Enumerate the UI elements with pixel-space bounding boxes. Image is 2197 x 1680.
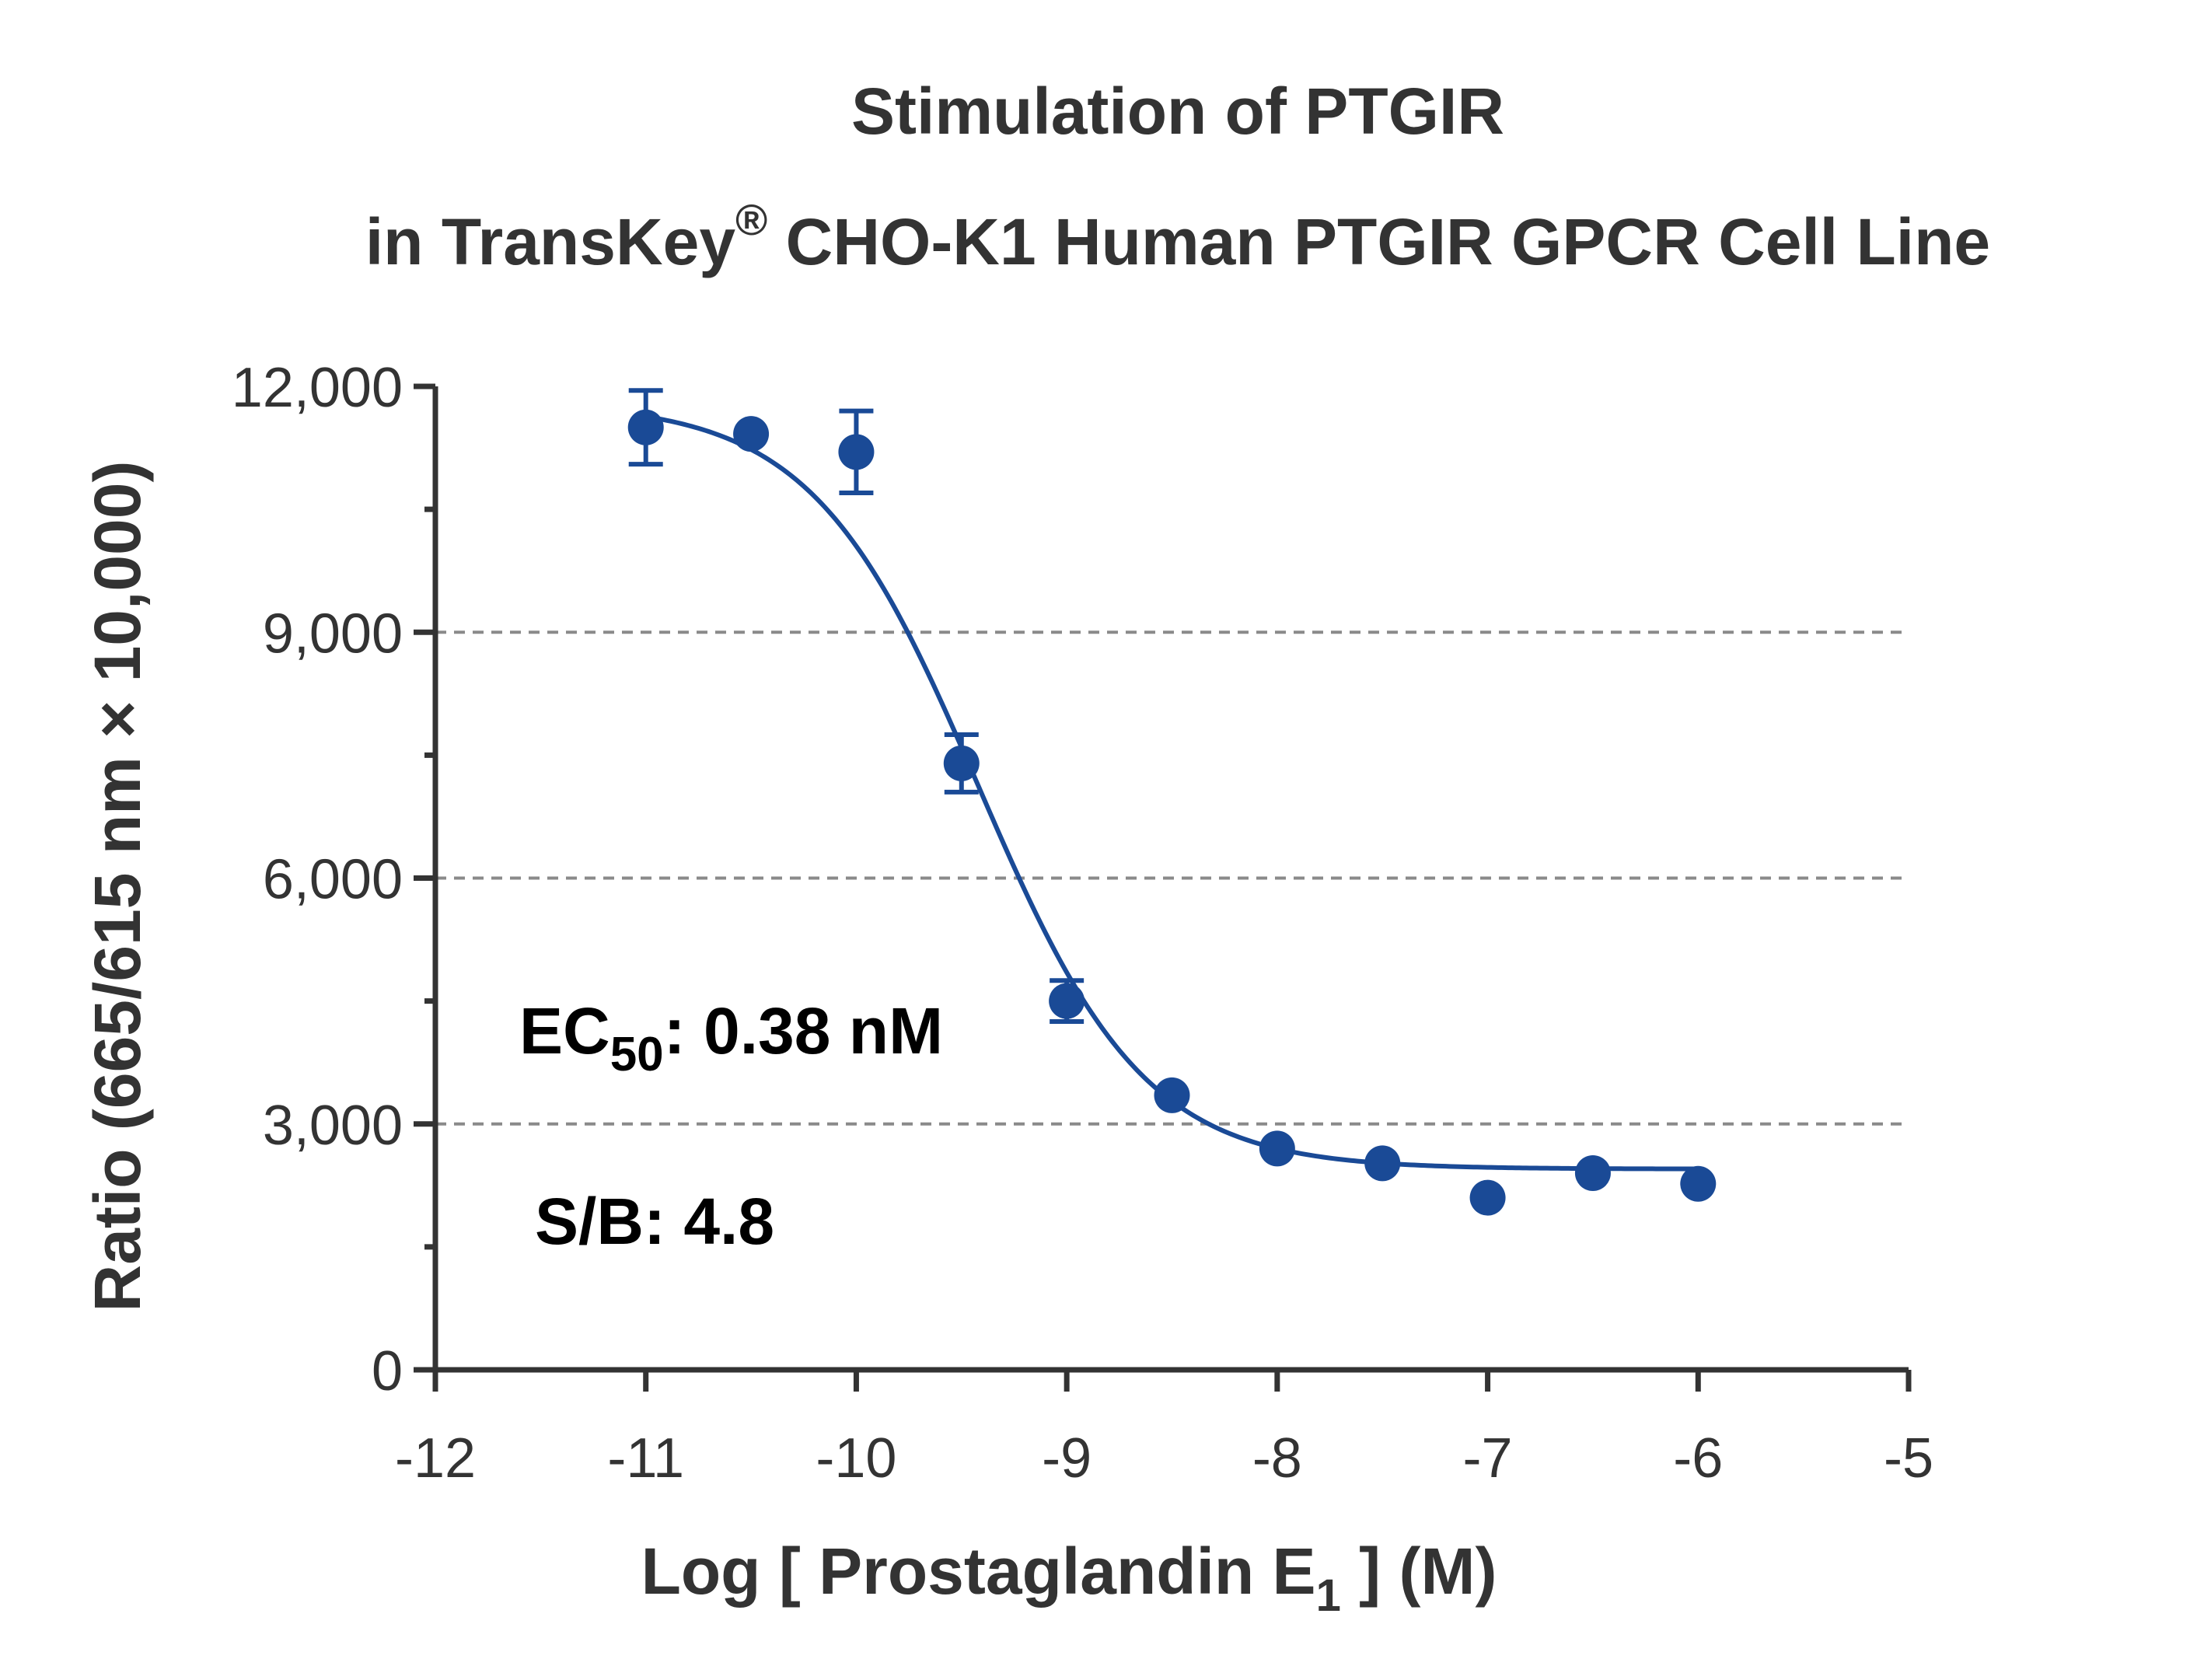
y-tick-label: 6,000: [263, 849, 403, 911]
y-tick-labels: 0 3,000 6,000 9,000 12,000: [232, 357, 403, 1402]
data-point: [943, 745, 980, 781]
data-point: [1259, 1130, 1295, 1167]
x-axis-title: Log [ Prostaglandin E1 ] (M): [641, 1535, 1497, 1621]
data-point: [1680, 1165, 1717, 1202]
x-tick-label: -5: [1884, 1427, 1933, 1490]
ec50-pre: EC: [519, 994, 610, 1067]
ec50-annotation: EC50: 0.38 nM: [519, 994, 943, 1081]
axes: [414, 383, 1912, 1392]
x-tick-label: -10: [816, 1427, 896, 1490]
chart-title-line1: Stimulation of PTGIR: [851, 75, 1504, 148]
ec50-sub: 50: [610, 1028, 664, 1081]
grid-lines: [435, 630, 1909, 1126]
x-tick-label: -12: [395, 1427, 476, 1490]
x-axis-title-post: ] (M): [1341, 1535, 1497, 1608]
data-point: [1574, 1155, 1611, 1191]
chart-title-line2: in TransKey® CHO-K1 Human PTGIR GPCR Cel…: [365, 195, 1990, 278]
sb-annotation: S/B: 4.8: [535, 1185, 774, 1258]
error-bars: [628, 388, 1085, 1024]
data-point: [1049, 983, 1085, 1019]
data-points: [627, 409, 1717, 1216]
data-point: [627, 409, 664, 445]
y-tick-label: 9,000: [263, 602, 403, 665]
ec50-post: : 0.38 nM: [664, 994, 943, 1067]
y-tick-label: 0: [372, 1340, 403, 1402]
y-tick-label: 3,000: [263, 1095, 403, 1157]
data-point: [1469, 1179, 1506, 1216]
x-tick-labels: -12 -11 -10 -9 -8 -7 -6 -5: [395, 1427, 1933, 1490]
data-point: [1364, 1145, 1401, 1182]
x-axis-title-pre: Log [ Prostaglandin E: [641, 1535, 1316, 1608]
data-point: [733, 416, 770, 452]
y-tick-label: 12,000: [232, 357, 403, 419]
title-line2-pre: in TransKey: [365, 205, 735, 278]
title-line2-sup: ®: [735, 195, 767, 244]
x-tick-label: -6: [1673, 1427, 1723, 1490]
data-point: [1154, 1077, 1190, 1113]
y-axis-title: Ratio (665/615 nm × 10,000): [81, 461, 154, 1312]
x-tick-label: -7: [1463, 1427, 1513, 1490]
x-tick-label: -9: [1042, 1427, 1092, 1490]
x-axis-title-sub: 1: [1316, 1570, 1341, 1621]
title-line2-post: CHO-K1 Human PTGIR GPCR Cell Line: [767, 205, 1990, 278]
data-point: [838, 434, 875, 470]
x-tick-label: -8: [1252, 1427, 1302, 1490]
x-tick-label: -11: [607, 1427, 684, 1490]
